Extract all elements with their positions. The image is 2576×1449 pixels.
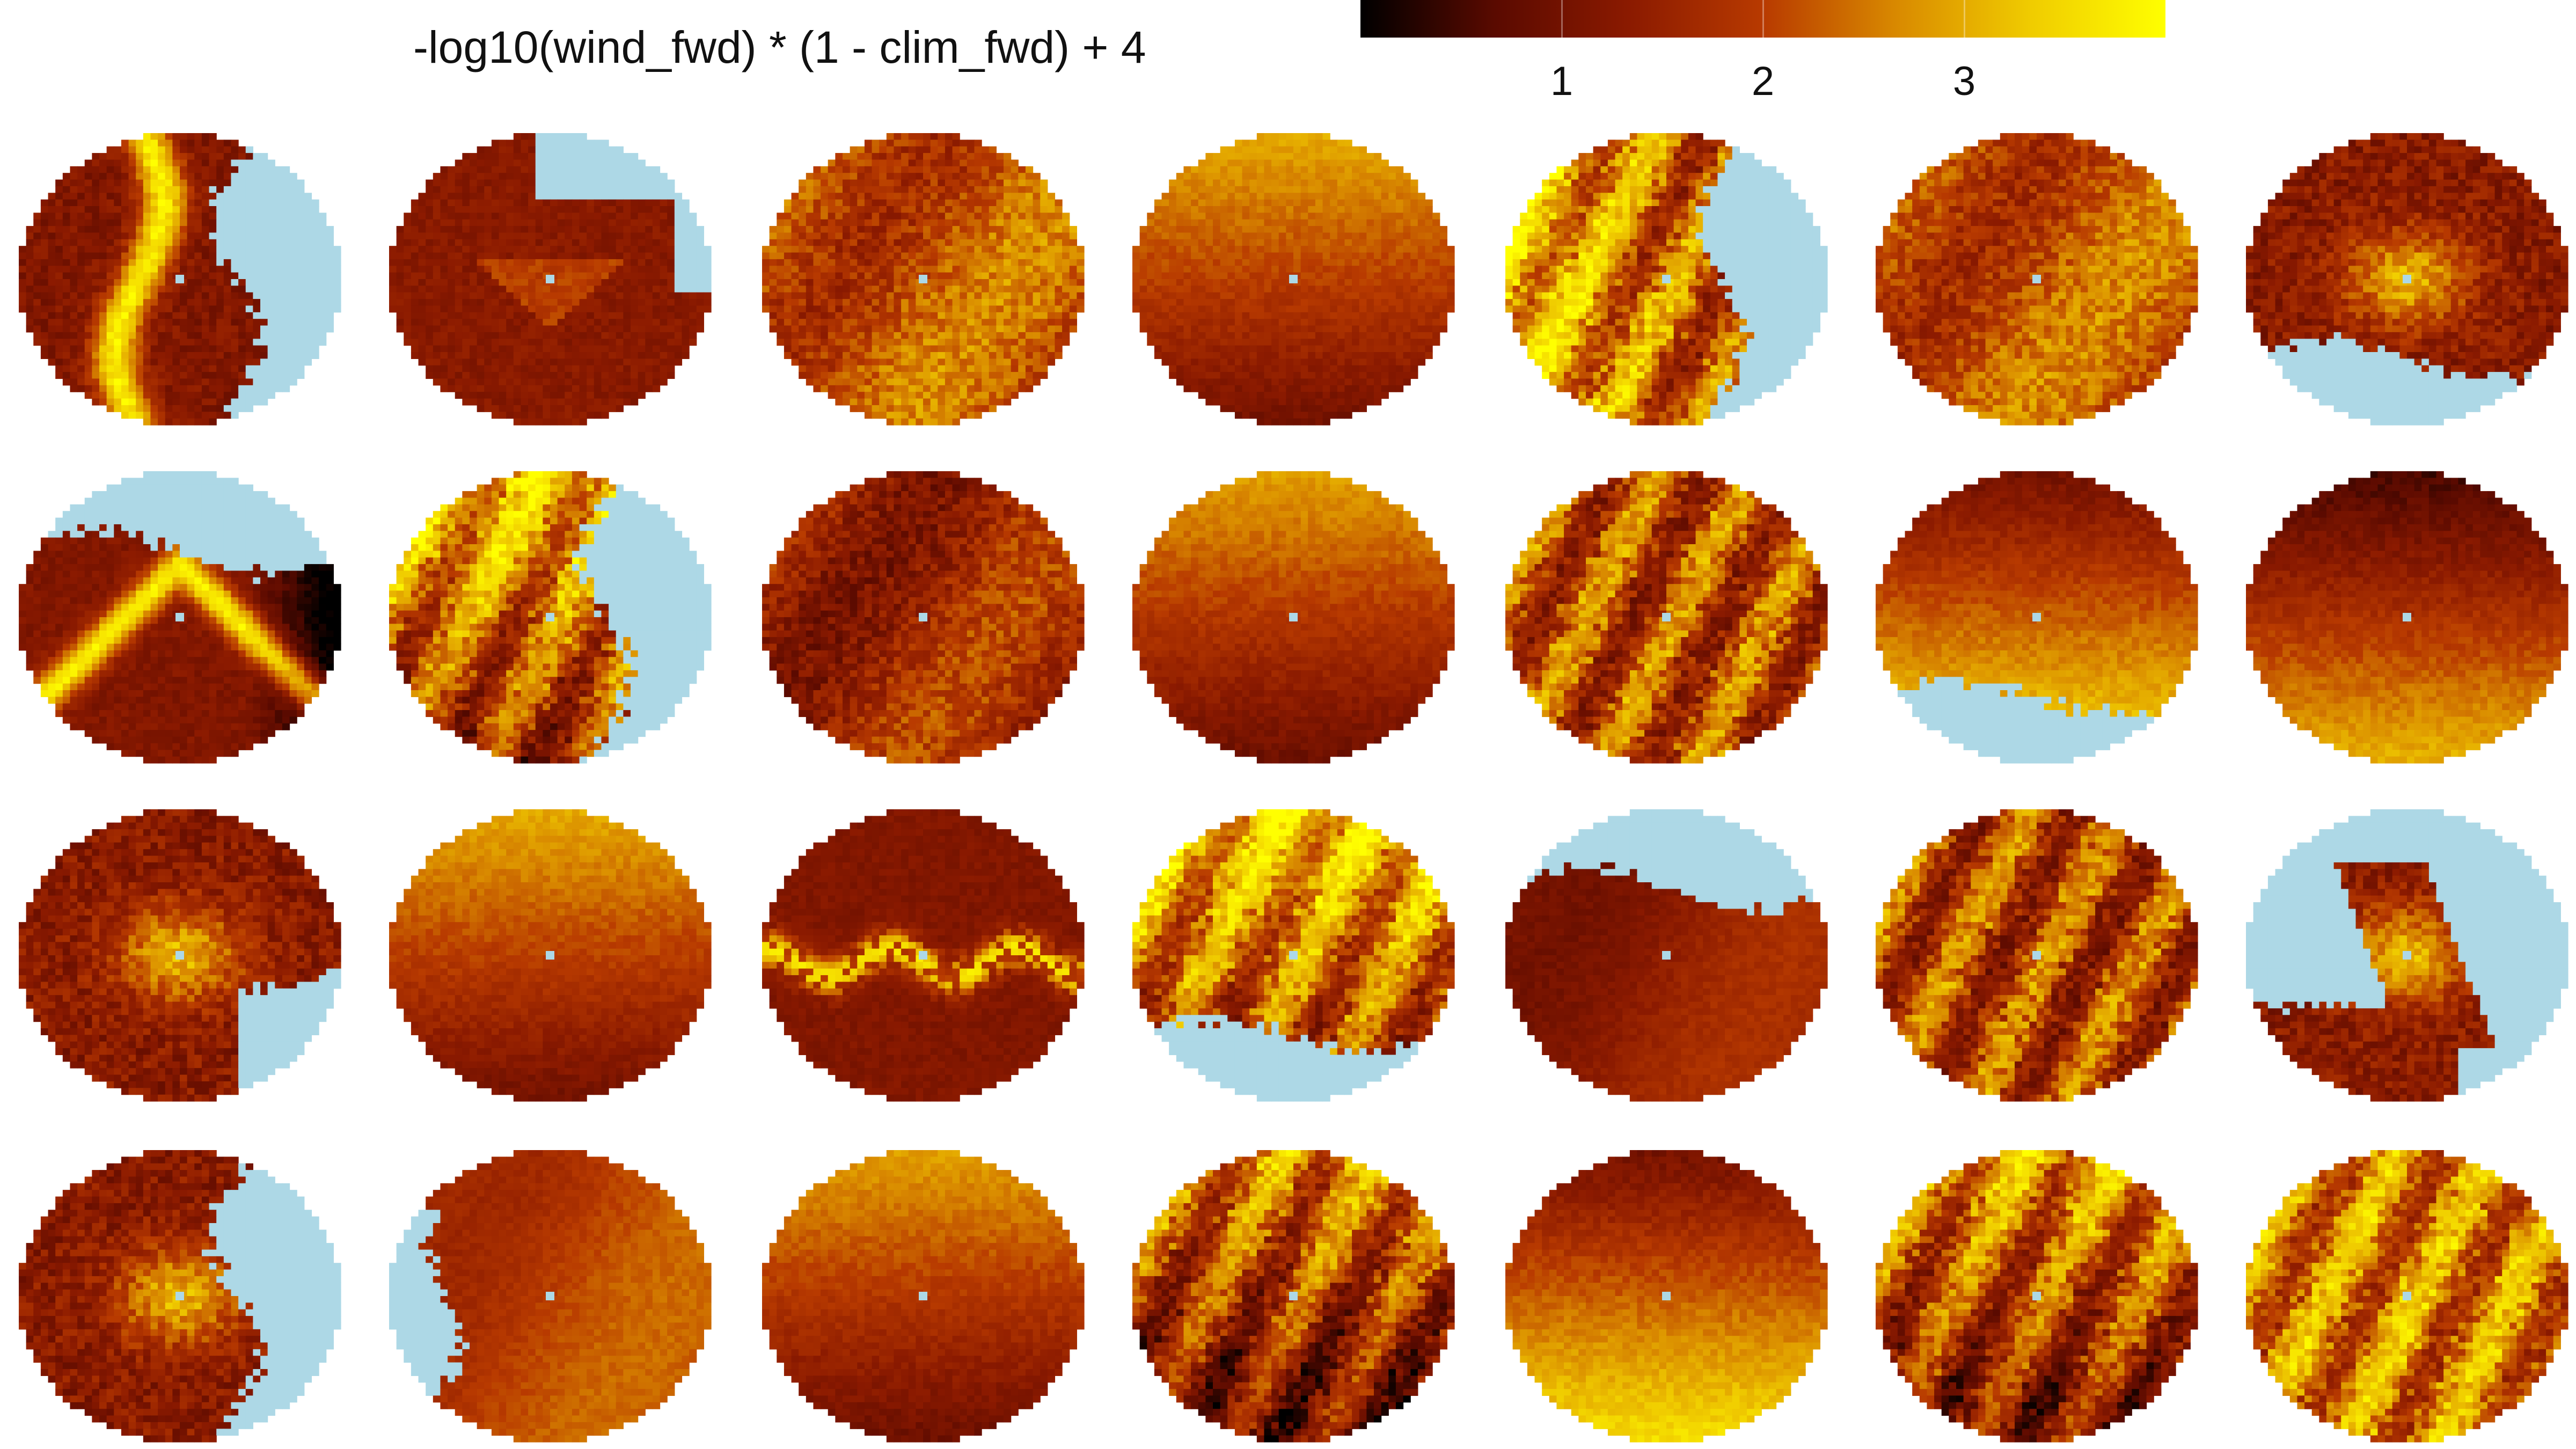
center-marker — [175, 613, 184, 621]
center-marker — [1289, 613, 1298, 621]
heatmap-panel-r4-c7 — [2246, 1150, 2568, 1443]
center-marker — [1662, 951, 1671, 960]
center-marker — [175, 951, 184, 960]
heatmap-panel-r4-c2 — [389, 1150, 712, 1443]
center-marker — [1289, 951, 1298, 960]
heatmap-panel-r4-c4 — [1132, 1150, 1455, 1443]
center-marker — [2032, 1292, 2041, 1300]
heatmap-panel-r1-c6 — [1876, 133, 2198, 426]
heatmap-panel-r1-c2 — [389, 133, 712, 426]
center-marker — [2403, 275, 2411, 283]
center-marker — [1662, 275, 1671, 283]
heatmap-panel-r4-c1 — [19, 1150, 341, 1443]
center-marker — [1289, 275, 1298, 283]
center-marker — [2403, 951, 2411, 960]
center-marker — [175, 1292, 184, 1300]
center-marker — [1662, 613, 1671, 621]
heatmap-panel-r2-c3 — [762, 471, 1085, 764]
center-marker — [919, 951, 927, 960]
heatmap-panel-r3-c3 — [762, 809, 1085, 1102]
heatmap-panel-r1-c1 — [19, 133, 341, 426]
center-marker — [919, 1292, 927, 1300]
center-marker — [2032, 951, 2041, 960]
center-marker — [546, 1292, 554, 1300]
center-marker — [919, 275, 927, 283]
center-marker — [175, 275, 184, 283]
center-marker — [546, 951, 554, 960]
heatmap-panel-r1-c3 — [762, 133, 1085, 426]
heatmap-panel-r4-c6 — [1876, 1150, 2198, 1443]
center-marker — [1289, 1292, 1298, 1300]
center-marker — [546, 613, 554, 621]
heatmap-panel-r1-c4 — [1132, 133, 1455, 426]
center-marker — [546, 275, 554, 283]
heatmap-panel-r3-c7 — [2246, 809, 2568, 1102]
heatmap-panel-r2-c7 — [2246, 471, 2568, 764]
heatmap-panel-r2-c6 — [1876, 471, 2198, 764]
center-marker — [919, 613, 927, 621]
center-marker — [2032, 613, 2041, 621]
heatmap-panel-r2-c5 — [1505, 471, 1828, 764]
heatmap-panel-r3-c6 — [1876, 809, 2198, 1102]
heatmap-panel-r2-c1 — [19, 471, 341, 764]
heatmap-panel-r1-c5 — [1505, 133, 1828, 426]
center-marker — [1662, 1292, 1671, 1300]
heatmap-panel-r2-c2 — [389, 471, 712, 764]
center-marker — [2032, 275, 2041, 283]
heatmap-panel-r4-c5 — [1505, 1150, 1828, 1443]
heatmap-panel-r2-c4 — [1132, 471, 1455, 764]
heatmap-panel-r1-c7 — [2246, 133, 2568, 426]
heatmap-panel-r4-c3 — [762, 1150, 1085, 1443]
center-marker — [2403, 613, 2411, 621]
center-marker — [2403, 1292, 2411, 1300]
heatmap-panel-r3-c1 — [19, 809, 341, 1102]
heatmap-panel-r3-c4 — [1132, 809, 1455, 1102]
heatmap-panel-r3-c2 — [389, 809, 712, 1102]
heatmap-panel-r3-c5 — [1505, 809, 1828, 1102]
